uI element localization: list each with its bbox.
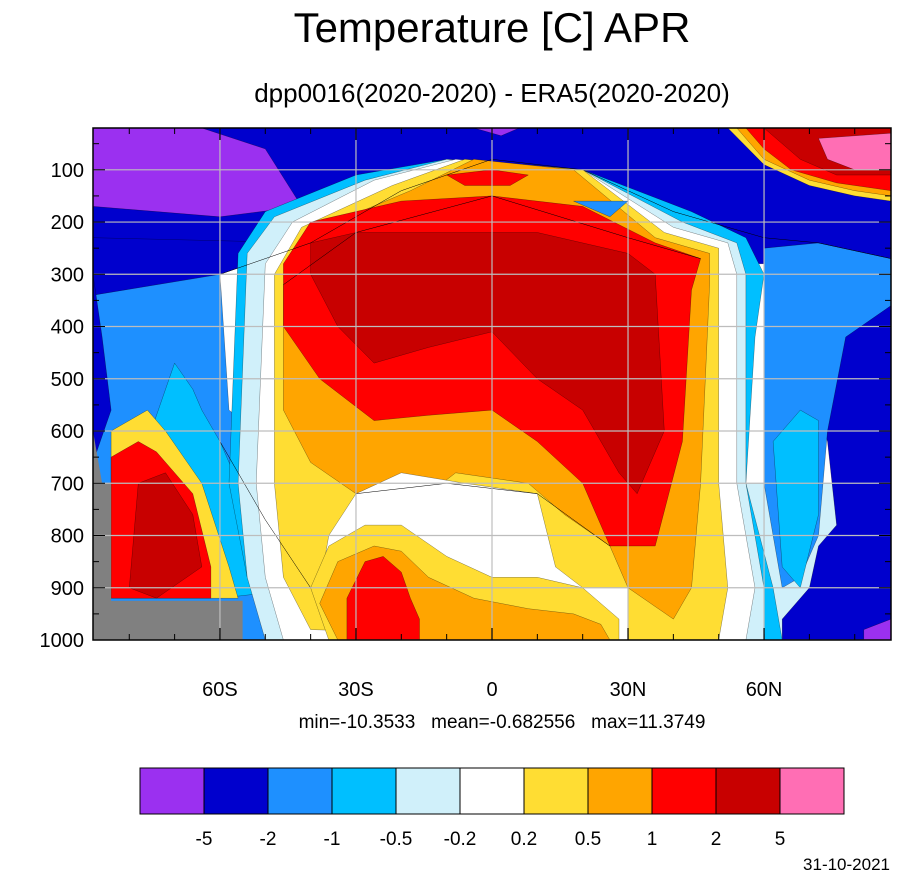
colorbar-label: 1 bbox=[647, 829, 658, 850]
colorbar-swatch bbox=[459, 767, 525, 815]
date-stamp: 31-10-2021 bbox=[803, 855, 890, 874]
contour-line bbox=[93, 159, 891, 275]
y-tick-label: 400 bbox=[51, 317, 84, 339]
x-tick-label: 30N bbox=[610, 679, 647, 701]
x-tick-label: 60S bbox=[202, 679, 238, 701]
colorbar-swatch bbox=[523, 767, 589, 815]
x-tick-label: 60N bbox=[746, 679, 783, 701]
contour-line bbox=[219, 441, 311, 588]
y-tick-label: 800 bbox=[51, 526, 84, 548]
y-tick-label: 1000 bbox=[40, 630, 85, 652]
colorbar-label: 0.5 bbox=[575, 829, 601, 850]
region-main-dred bbox=[310, 232, 665, 494]
contour-fills bbox=[93, 128, 891, 640]
y-tick-label: 200 bbox=[51, 212, 84, 234]
chart-title: Temperature [C] APR bbox=[294, 4, 691, 51]
region-nh-lightblue bbox=[772, 409, 819, 588]
colorbar: -5 -2 -1 -0.5 -0.2 0.2 0.5 1 2 5 bbox=[139, 767, 845, 850]
colorbar-swatch bbox=[395, 767, 461, 815]
region-eq-purple bbox=[473, 128, 520, 137]
colorbar-label: 2 bbox=[711, 829, 722, 850]
region-nh-purple-low bbox=[863, 618, 891, 640]
y-tick-label: 100 bbox=[51, 160, 84, 182]
region-low-red bbox=[346, 556, 420, 640]
region-sh-dblue-col bbox=[93, 274, 112, 463]
colorbar-label: 0.2 bbox=[511, 829, 537, 850]
y-axis: 100 200 300 400 500 600 700 800 900 1000 bbox=[40, 143, 891, 652]
plot-area bbox=[93, 128, 891, 640]
y-tick-label: 600 bbox=[51, 421, 84, 443]
y-tick-label: 700 bbox=[51, 473, 84, 495]
colorbar-swatch bbox=[715, 767, 781, 815]
missing-region bbox=[93, 431, 243, 640]
x-tick-label: 0 bbox=[486, 679, 497, 701]
colorbar-label: -0.5 bbox=[380, 829, 413, 850]
region-top-blob bbox=[446, 169, 529, 186]
colorbar-label: -5 bbox=[196, 829, 213, 850]
colorbar-label: -1 bbox=[324, 829, 341, 850]
colorbar-swatch bbox=[651, 767, 717, 815]
colorbar-swatch bbox=[139, 767, 205, 815]
colorbar-label: 5 bbox=[775, 829, 786, 850]
chart-subtitle: dpp0016(2020-2020) - ERA5(2020-2020) bbox=[254, 78, 730, 108]
y-tick-label: 500 bbox=[51, 369, 84, 391]
stats-text: min=-10.3533 mean=-0.682556 max=11.3749 bbox=[299, 712, 706, 733]
colorbar-label: -0.2 bbox=[444, 829, 477, 850]
colorbar-swatch bbox=[331, 767, 397, 815]
colorbar-swatch bbox=[267, 767, 333, 815]
x-tick-label: 30S bbox=[338, 679, 374, 701]
colorbar-swatch bbox=[779, 767, 845, 815]
y-tick-label: 900 bbox=[51, 578, 84, 600]
y-tick-label: 300 bbox=[51, 264, 84, 286]
colorbar-label: -2 bbox=[260, 829, 277, 850]
grid-lines bbox=[93, 128, 891, 640]
missing-data-mask bbox=[93, 431, 243, 640]
region-mid-blue-patch bbox=[573, 200, 629, 218]
colorbar-swatch bbox=[203, 767, 269, 815]
x-axis: 60S 30S 0 30N 60N bbox=[128, 128, 856, 701]
colorbar-swatch bbox=[587, 767, 653, 815]
